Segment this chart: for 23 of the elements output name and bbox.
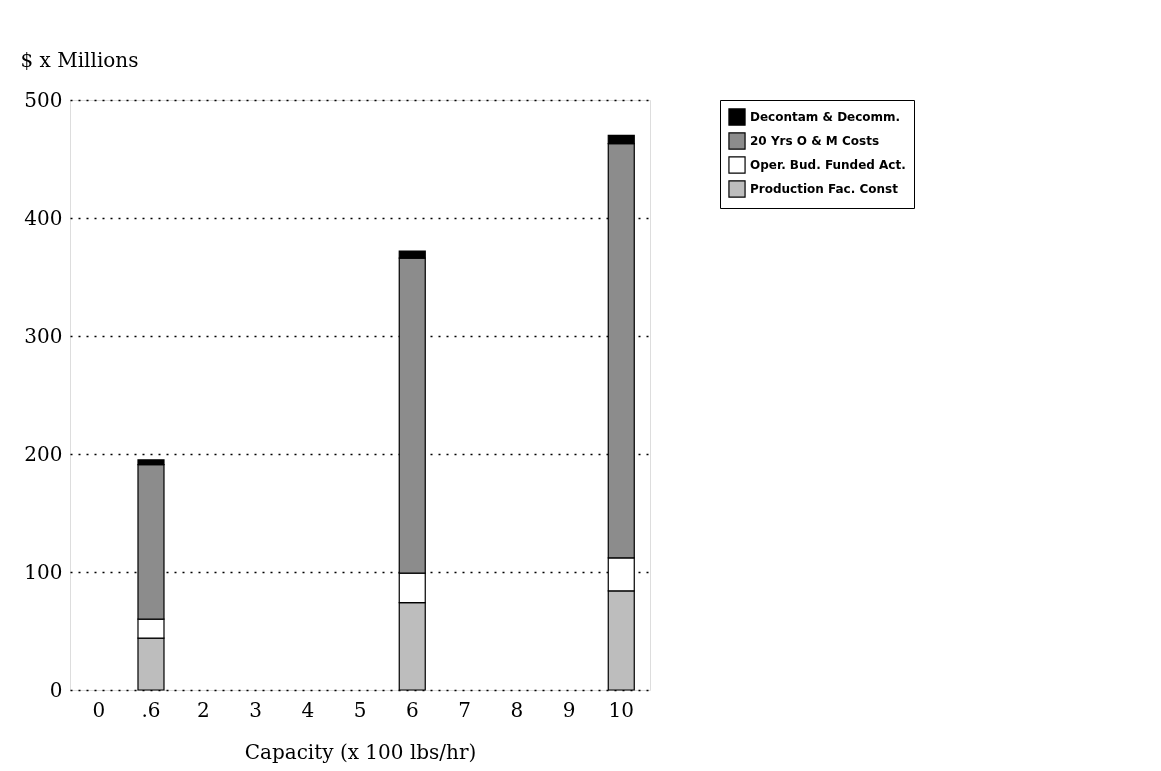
- x-tick-label: 10: [608, 697, 634, 722]
- x-tick-label: 3: [249, 697, 262, 722]
- x-axis-title: Capacity (x 100 lbs/hr): [244, 739, 477, 764]
- legend-label: Decontam & Decomm.: [750, 110, 901, 124]
- x-tick-label: 2: [196, 697, 210, 722]
- y-tick-label: 100: [24, 559, 63, 584]
- legend-label: Oper. Bud. Funded Act.: [750, 158, 906, 172]
- y-tick-label: 300: [24, 323, 63, 348]
- y-tick-label: 400: [24, 205, 63, 230]
- x-tick-label: 4: [301, 697, 315, 722]
- x-tick-label: 6: [405, 697, 419, 722]
- x-tick-label: 9: [562, 697, 576, 722]
- y-tick-label: 200: [24, 441, 63, 466]
- legend-label: 20 Yrs O & M Costs: [750, 134, 880, 148]
- y-tick-label: 500: [24, 87, 63, 112]
- x-tick-label: .6: [141, 697, 161, 722]
- y-tick-label: 0: [49, 677, 63, 702]
- legend-label: Production Fac. Const: [750, 182, 899, 196]
- x-tick-label: 7: [458, 697, 471, 722]
- x-tick-label: 5: [353, 697, 367, 722]
- x-tick-label: 0: [92, 697, 106, 722]
- x-tick-label: 8: [510, 697, 524, 722]
- y-axis-title: $ x Millions: [20, 47, 139, 72]
